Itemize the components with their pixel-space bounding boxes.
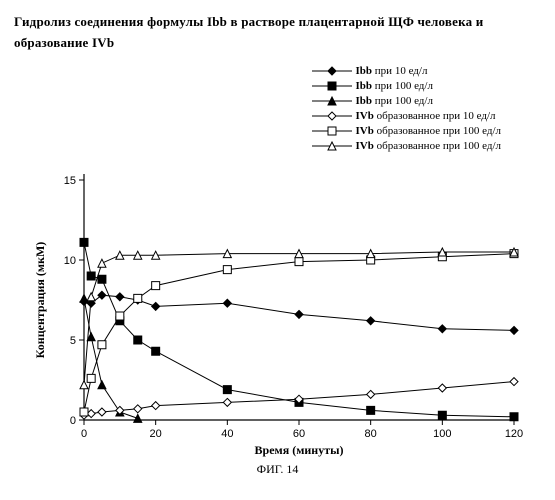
legend-label: IVb образованное при 10 ед/л [356, 110, 496, 122]
legend-item: IVb образованное при 100 ед/л [312, 139, 501, 154]
legend-label: Ibb при 100 ед/л [356, 80, 433, 92]
legend-marker [312, 125, 352, 137]
svg-text:10: 10 [64, 255, 76, 267]
svg-text:Концентрация (мкМ): Концентрация (мкМ) [33, 241, 47, 358]
legend-item: IVb образованное при 10 ед/л [312, 109, 501, 124]
svg-text:0: 0 [81, 428, 87, 440]
svg-text:Время (минуты): Время (минуты) [255, 443, 344, 457]
legend-item: IVb образованное при 100 ед/л [312, 124, 501, 139]
legend-marker [312, 80, 352, 92]
legend-marker [312, 65, 352, 77]
svg-text:15: 15 [64, 175, 76, 187]
svg-text:80: 80 [365, 428, 377, 440]
legend-marker [312, 110, 352, 122]
svg-text:40: 40 [221, 428, 233, 440]
legend: Ibb при 10 ед/л Ibb при 100 ед/л Ibb при 1… [312, 64, 501, 154]
svg-text:100: 100 [433, 428, 451, 440]
legend-item: Ibb при 10 ед/л [312, 64, 501, 79]
chart-title: Гидролиз соединения формулы Ibb в раство… [14, 12, 541, 54]
svg-text:60: 60 [293, 428, 305, 440]
svg-text:5: 5 [70, 335, 76, 347]
svg-text:120: 120 [505, 428, 523, 440]
svg-text:20: 20 [150, 428, 162, 440]
legend-marker [312, 95, 352, 107]
figure-caption: ФИГ. 14 [14, 462, 541, 477]
legend-item: Ibb при 100 ед/л [312, 79, 501, 94]
legend-label: IVb образованное при 100 ед/л [356, 125, 501, 137]
chart-area: Ibb при 10 ед/л Ibb при 100 ед/л Ibb при 1… [14, 60, 541, 460]
legend-marker [312, 140, 352, 152]
legend-label: IVb образованное при 100 ед/л [356, 140, 501, 152]
legend-item: Ibb при 100 ед/л [312, 94, 501, 109]
title-line-1: Гидролиз соединения формулы Ibb в раство… [14, 14, 483, 29]
legend-label: Ibb при 10 ед/л [356, 65, 428, 77]
legend-label: Ibb при 100 ед/л [356, 95, 433, 107]
svg-text:0: 0 [70, 415, 76, 427]
title-line-2: образование IVb [14, 35, 114, 50]
